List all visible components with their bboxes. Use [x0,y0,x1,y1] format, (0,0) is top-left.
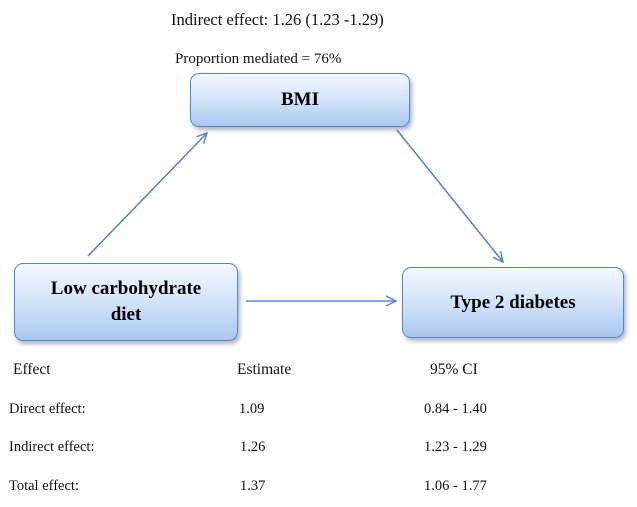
arrow-diet-to-bmi [87,131,209,257]
bmi-node-label: BMI [281,89,319,111]
table-row-indirect-ci: 1.23 - 1.29 [424,439,487,455]
proportion-mediated-annotation: Proportion mediated = 76% [175,51,342,67]
table-row-indirect-effect: Indirect effect: [9,439,95,455]
table-row-total-effect: Total effect: [9,478,79,494]
table-row-direct-estimate: 1.09 [239,401,265,417]
table-row-direct-ci: 0.84 - 1.40 [424,401,487,417]
table-row-direct-effect: Direct effect: [9,401,86,417]
type-2-diabetes-node: Type 2 diabetes [402,267,624,338]
low-carbohydrate-diet-node-label: Low carbohydrate diet [50,278,202,325]
low-carbohydrate-diet-node: Low carbohydrate diet [14,263,238,341]
table-row-total-estimate: 1.37 [240,478,266,494]
table-header-effect: Effect [13,361,51,378]
indirect-effect-annotation: Indirect effect: 1.26 (1.23 -1.29) [171,10,384,29]
arrow-bmi-to-diabetes [396,129,505,264]
table-header-estimate: Estimate [237,361,292,378]
type-2-diabetes-node-label: Type 2 diabetes [450,291,576,313]
table-header-ci: 95% CI [430,361,478,378]
bmi-node: BMI [190,73,410,127]
table-row-total-ci: 1.06 - 1.77 [424,478,487,494]
table-row-indirect-estimate: 1.26 [240,439,266,455]
